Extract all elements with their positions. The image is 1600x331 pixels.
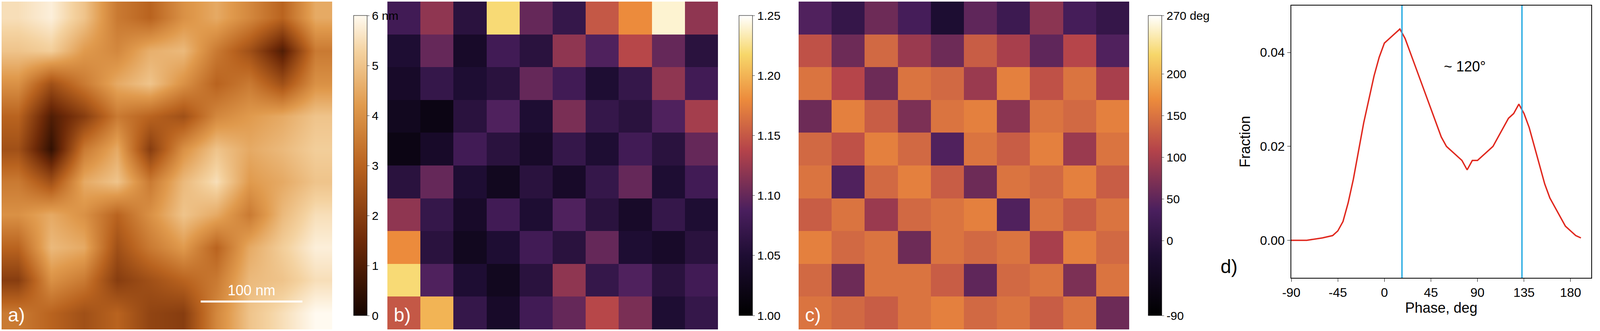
svg-text:150: 150	[1166, 109, 1187, 123]
svg-text:3: 3	[371, 159, 379, 173]
svg-text:50: 50	[1166, 192, 1180, 206]
svg-text:1.05: 1.05	[757, 249, 781, 263]
svg-text:4: 4	[371, 109, 379, 123]
svg-text:200: 200	[1166, 67, 1187, 81]
svg-text:-90: -90	[1166, 309, 1184, 323]
svg-text:1.15: 1.15	[757, 129, 781, 143]
svg-text:0.02: 0.02	[1259, 139, 1285, 154]
svg-text:a): a)	[7, 304, 26, 326]
svg-text:180: 180	[1559, 285, 1581, 300]
svg-text:0: 0	[371, 309, 379, 323]
svg-text:0: 0	[1166, 234, 1174, 248]
svg-text:1.20: 1.20	[757, 69, 781, 83]
svg-text:45: 45	[1423, 285, 1439, 300]
svg-text:100: 100	[1166, 150, 1187, 165]
svg-text:6 nm: 6 nm	[371, 9, 399, 23]
svg-text:Phase, deg: Phase, deg	[1404, 299, 1478, 317]
svg-text:c): c)	[804, 304, 821, 326]
svg-text:d): d)	[1220, 256, 1238, 278]
svg-text:Fraction: Fraction	[1236, 116, 1254, 168]
svg-text:2: 2	[371, 209, 379, 223]
svg-text:-90: -90	[1282, 285, 1301, 300]
svg-text:90: 90	[1470, 285, 1485, 300]
svg-text:0.04: 0.04	[1259, 45, 1285, 60]
svg-text:1.00: 1.00	[757, 309, 781, 323]
svg-text:5: 5	[371, 59, 379, 73]
svg-text:-45: -45	[1328, 285, 1347, 300]
svg-text:270 deg: 270 deg	[1166, 9, 1210, 23]
svg-text:0.00: 0.00	[1259, 233, 1285, 248]
svg-text:100 nm: 100 nm	[227, 282, 276, 299]
svg-text:b): b)	[393, 304, 411, 326]
svg-text:1.10: 1.10	[757, 189, 781, 203]
svg-text:1.25: 1.25	[757, 9, 781, 23]
svg-text:~ 120°: ~ 120°	[1443, 58, 1486, 75]
svg-text:1: 1	[371, 259, 379, 273]
svg-text:0: 0	[1380, 285, 1388, 300]
svg-text:135: 135	[1513, 285, 1535, 300]
